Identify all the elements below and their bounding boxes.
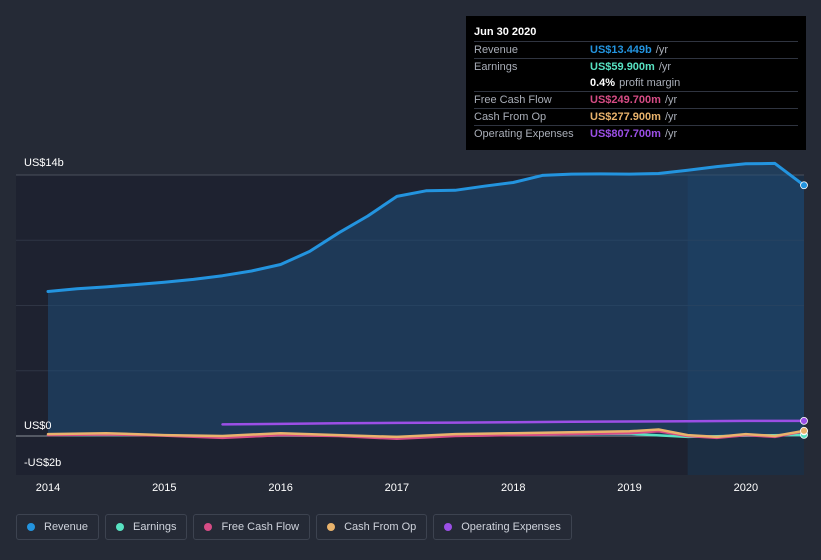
- legend-dot-icon: [27, 523, 35, 531]
- tooltip-date: Jun 30 2020: [474, 26, 537, 38]
- tooltip-row-value: US$13.449b: [590, 44, 652, 56]
- tooltip-row: Revenue US$13.449b/yr: [474, 41, 798, 58]
- x-tick-layer: 2014 2015 2016 2017 2018 2019 2020: [36, 482, 758, 494]
- tooltip-row: Operating Expenses US$807.700m/yr: [474, 125, 798, 142]
- tooltip-row-unit: /yr: [655, 44, 668, 56]
- legend-item-cash-from-op[interactable]: Cash From Op: [316, 514, 428, 540]
- x-tick-label: 2015: [152, 482, 176, 494]
- legend-dot-icon: [116, 523, 125, 531]
- tooltip-row-value: US$807.700m: [590, 128, 661, 140]
- legend-item-earnings[interactable]: Earnings: [105, 514, 188, 540]
- x-tick-label: 2017: [385, 482, 409, 494]
- x-tick-label: 2014: [36, 482, 60, 494]
- tooltip-row-unit: /yr: [658, 61, 672, 73]
- tooltip-row: Earnings US$59.900m/yr: [474, 58, 798, 75]
- y-label-zero: US$0: [24, 420, 52, 432]
- cash-from-op-line: [46, 428, 806, 439]
- tooltip-row-label: Earnings: [474, 61, 518, 73]
- legend-label: Free Cash Flow: [221, 521, 300, 533]
- legend-label: Cash From Op: [344, 521, 417, 533]
- x-tick-label: 2016: [268, 482, 292, 494]
- operating-expenses-end-point: [800, 416, 808, 425]
- legend: Revenue Earnings Free Cash Flow Cash From O…: [16, 514, 572, 542]
- legend-dot-icon: [204, 523, 213, 531]
- tooltip-panel: Jun 30 2020 Revenue US$13.449b/yr Earnings…: [466, 16, 806, 150]
- legend-label: Earnings: [133, 521, 177, 533]
- legend-item-revenue[interactable]: Revenue: [16, 514, 100, 540]
- legend-dot-icon: [327, 523, 336, 531]
- tooltip-row: 0.4% profit margin: [474, 75, 798, 91]
- x-tick-label: 2019: [617, 482, 641, 494]
- tooltip-row: Cash From Op US$277.900m/yr: [474, 108, 798, 125]
- y-label-bottom: -US$2b: [24, 457, 61, 469]
- axis-layer: US$14b US$0 -US$2b: [24, 157, 64, 469]
- tooltip-row-label: Revenue: [474, 44, 519, 56]
- tooltip-row-unit: /yr: [664, 111, 678, 123]
- revenue-line: [46, 161, 806, 293]
- tooltip-row-value: US$59.900m: [590, 61, 655, 73]
- legend-label: Operating Expenses: [461, 521, 561, 533]
- revenue-end-point: [800, 181, 808, 190]
- x-tick-label: 2020: [734, 482, 758, 494]
- revenue-area: [48, 163, 804, 436]
- tooltip-row-unit: /yr: [664, 128, 678, 140]
- tooltip-row-value: US$277.900m: [590, 111, 661, 123]
- legend-item-operating-expenses[interactable]: Operating Expenses: [433, 514, 572, 540]
- operating-expenses-line: [221, 419, 806, 426]
- tooltip-row-value: 0.4%: [590, 77, 616, 89]
- tooltip-row-label: Free Cash Flow: [474, 94, 552, 106]
- tooltip-row-label: [474, 75, 590, 91]
- tooltip-row-label: Cash From Op: [474, 111, 547, 123]
- cash-from-op-end-point: [800, 426, 808, 435]
- legend-dot-icon: [444, 523, 453, 531]
- area-layer: [48, 163, 804, 436]
- tooltip-row: Free Cash Flow US$249.700m/yr: [474, 91, 798, 108]
- tooltip-rows: Revenue US$13.449b/yr Earnings US$59.900m/y…: [474, 41, 798, 142]
- legend-item-free-cash-flow[interactable]: Free Cash Flow: [193, 514, 311, 540]
- tooltip-row-value: US$249.700m: [590, 94, 661, 106]
- legend-label: Revenue: [44, 521, 89, 533]
- y-label-top: US$14b: [24, 157, 64, 169]
- tooltip-row-unit: /yr: [664, 94, 678, 106]
- tooltip-row-label: Operating Expenses: [474, 128, 574, 140]
- x-tick-label: 2018: [501, 482, 525, 494]
- tooltip-row-unit: profit margin: [619, 77, 681, 89]
- line-layer: [46, 161, 808, 441]
